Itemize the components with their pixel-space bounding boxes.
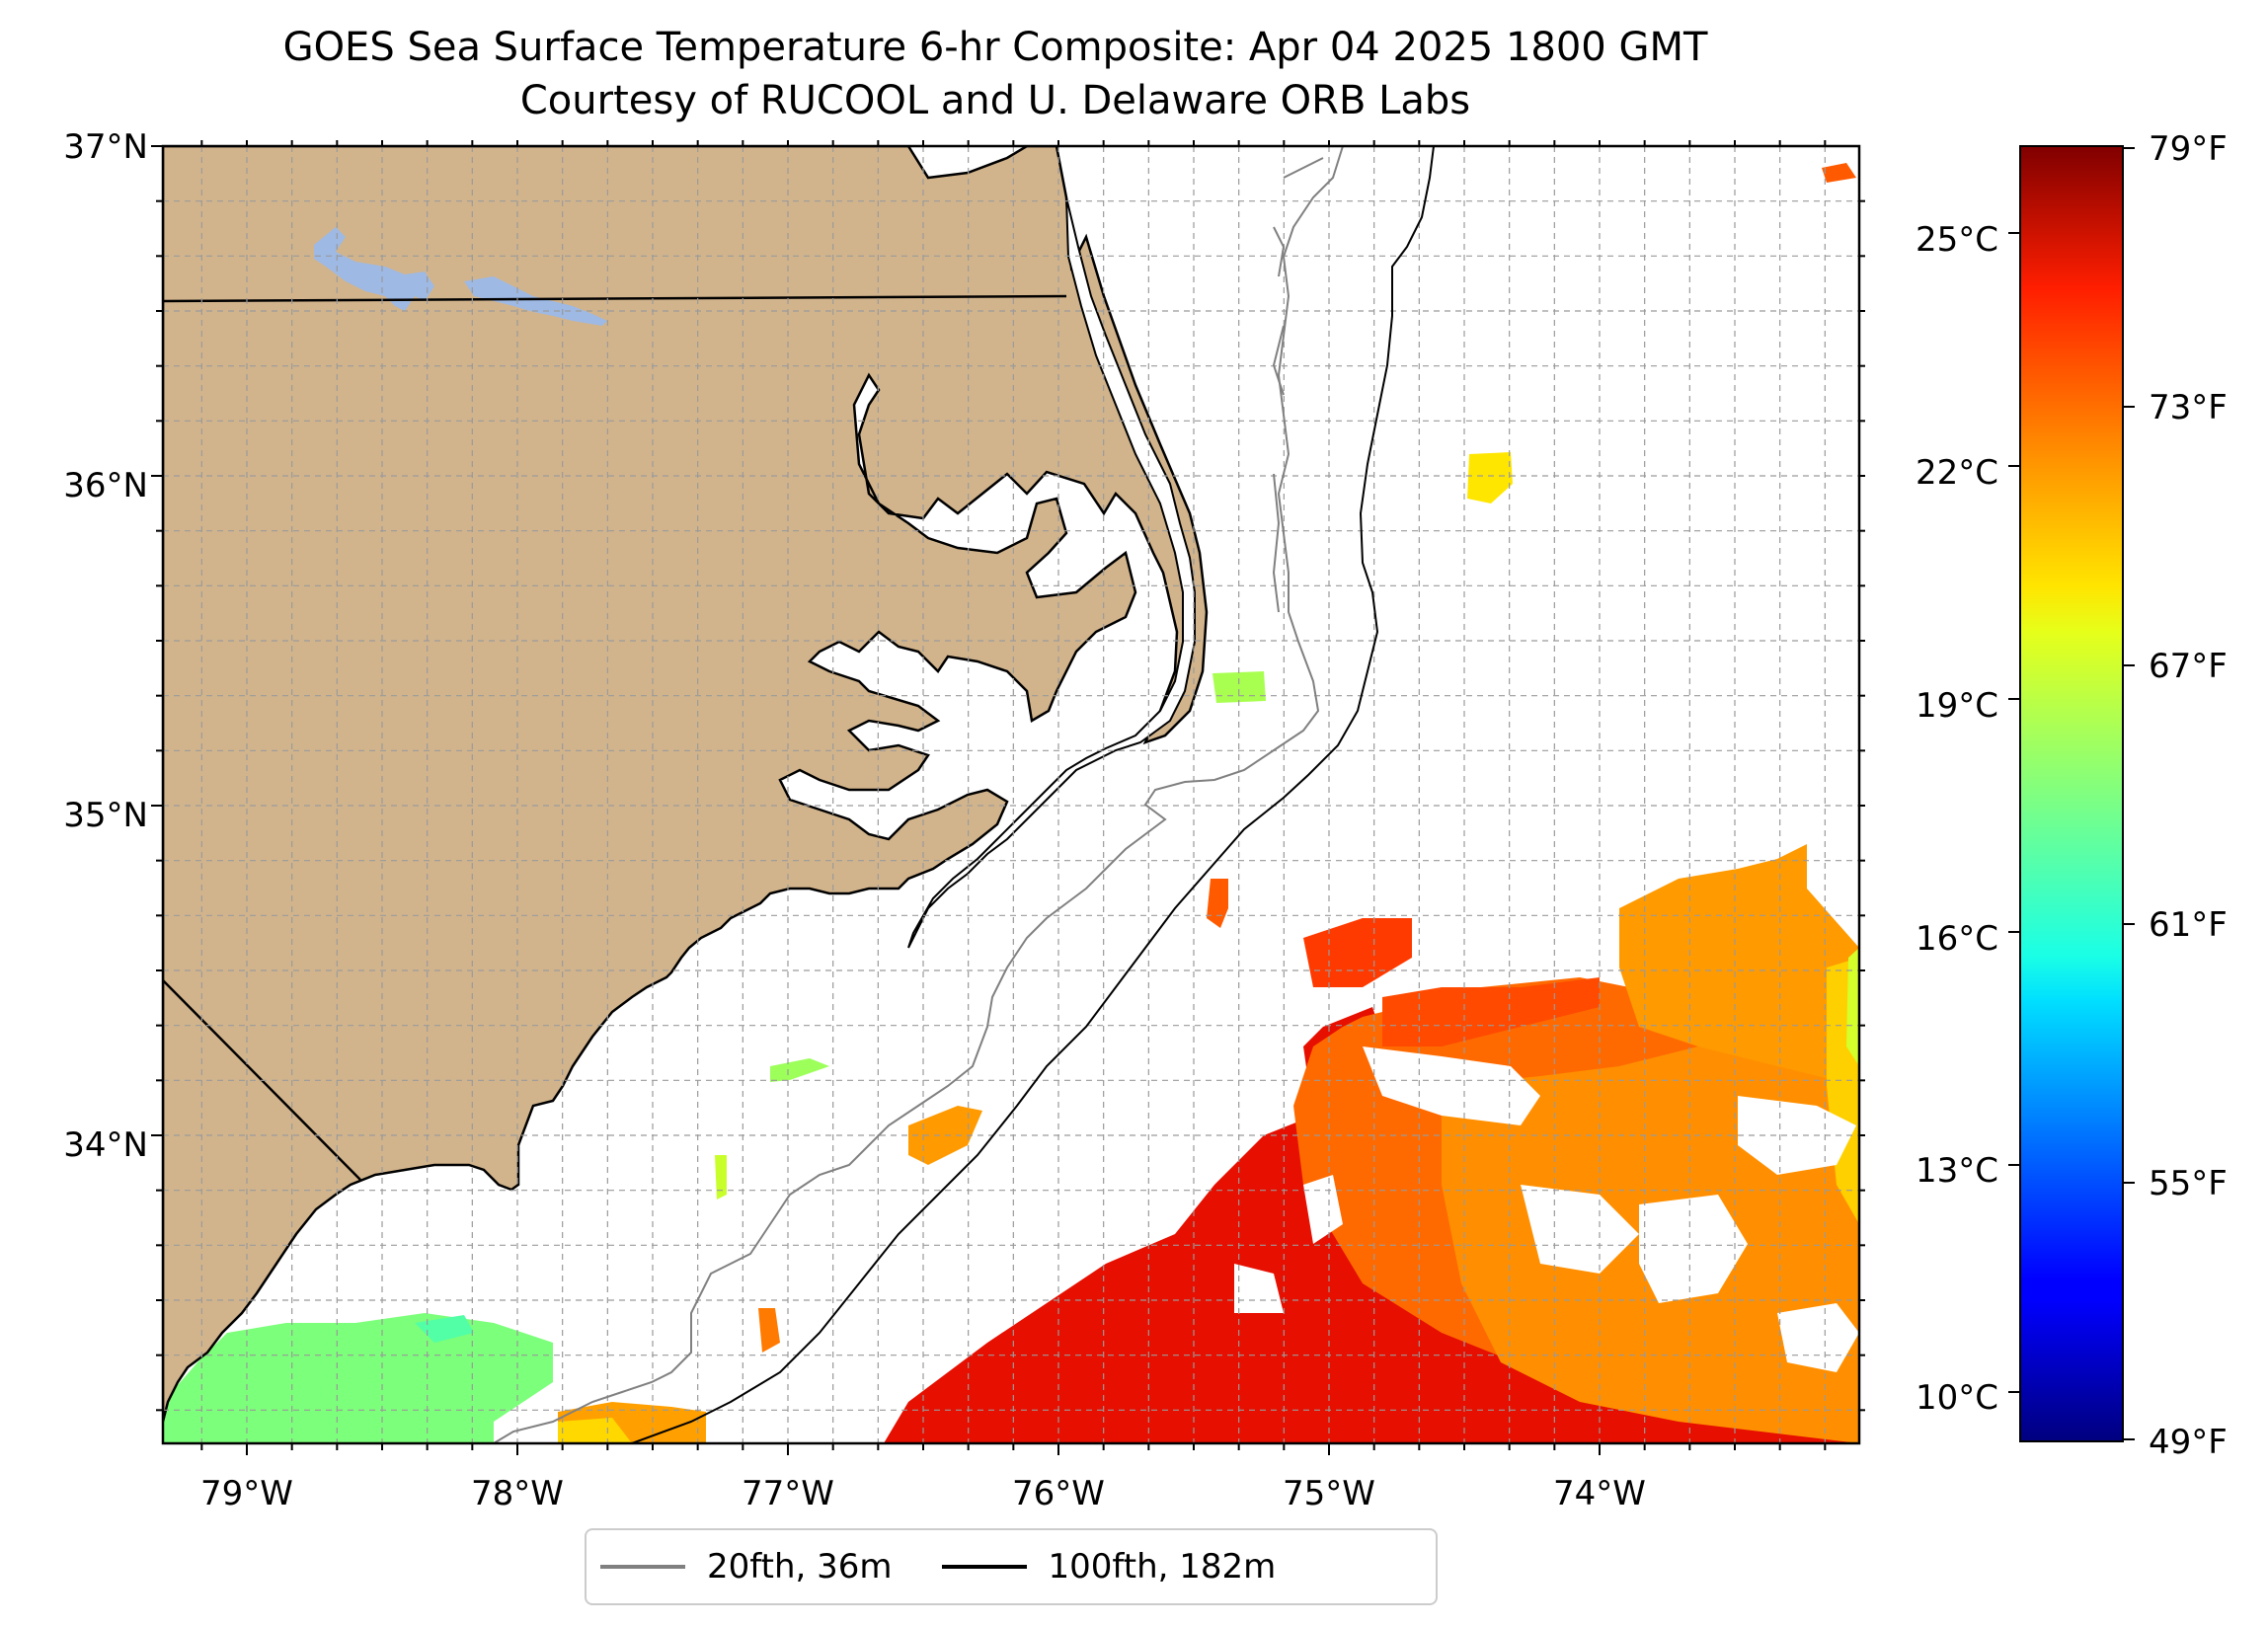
- state-border-va-nc: [163, 294, 1067, 303]
- fahrenheit-tick-label: 49°F: [2149, 1423, 2228, 1462]
- celsius-tick-label: 19°C: [1916, 686, 1998, 726]
- pamlico-sound: [907, 196, 1196, 949]
- fahrenheit-tick-label: 61°F: [2149, 905, 2228, 945]
- celsius-tick-label: 16°C: [1916, 919, 1998, 959]
- chart-subtitle: Courtesy of RUCOOL and U. Delaware ORB L…: [519, 78, 1471, 123]
- lon-tick-label: 78°W: [471, 1474, 564, 1513]
- colorbar-gradient: [2019, 145, 2124, 1442]
- celsius-tick-label: 22°C: [1916, 453, 1998, 493]
- lake: [314, 227, 434, 311]
- isobath-20fth-shoal: [1272, 157, 1324, 613]
- fahrenheit-tick-label: 67°F: [2149, 647, 2228, 686]
- lat-tick-label: 35°N: [63, 796, 148, 835]
- colorbar: 25°C 22°C 19°C 16°C 13°C 10°C 79°F 73°F …: [1916, 129, 2228, 1462]
- lon-tick-label: 76°W: [1012, 1474, 1105, 1513]
- gray-line-swatch: [600, 1565, 685, 1569]
- land-mass: [163, 146, 1209, 1423]
- fahrenheit-tick-label: 79°F: [2149, 129, 2228, 169]
- isobath-20fth: [493, 146, 1344, 1443]
- lon-tick-label: 75°W: [1283, 1474, 1375, 1513]
- legend-item-20fth: 20fth, 36m: [600, 1547, 893, 1587]
- axis-ticks: [151, 140, 1865, 1455]
- lake: [464, 276, 607, 326]
- legend-label: 100fth, 182m: [1048, 1547, 1277, 1587]
- lon-tick-label: 77°W: [742, 1474, 834, 1513]
- legend-label: 20fth, 36m: [707, 1547, 893, 1587]
- black-line-swatch: [941, 1565, 1027, 1569]
- lat-tick-label: 34°N: [63, 1125, 148, 1165]
- lon-tick-label: 74°W: [1553, 1474, 1646, 1513]
- isobath-100fth: [631, 146, 1435, 1443]
- latitude-tick-labels: 37°N 36°N 35°N 34°N: [63, 127, 148, 1165]
- celsius-tick-label: 13°C: [1916, 1151, 1998, 1191]
- lat-tick-label: 37°N: [63, 127, 148, 167]
- legend: 20fth, 36m 100fth, 182m: [585, 1528, 1438, 1605]
- longitude-tick-labels: 79°W 78°W 77°W 76°W 75°W 74°W: [200, 1474, 1646, 1513]
- fahrenheit-tick-label: 55°F: [2149, 1164, 2228, 1203]
- legend-item-100fth: 100fth, 182m: [941, 1547, 1277, 1587]
- lon-tick-label: 79°W: [200, 1474, 293, 1513]
- celsius-tick-label: 10°C: [1916, 1378, 1998, 1418]
- celsius-tick-label: 25°C: [1916, 220, 1998, 260]
- map-frame: [161, 144, 1861, 1445]
- fahrenheit-tick-label: 73°F: [2149, 388, 2228, 427]
- lat-tick-label: 36°N: [63, 466, 148, 505]
- chart-title: GOES Sea Surface Temperature 6-hr Compos…: [282, 25, 1708, 70]
- gridlines: [163, 146, 1859, 1443]
